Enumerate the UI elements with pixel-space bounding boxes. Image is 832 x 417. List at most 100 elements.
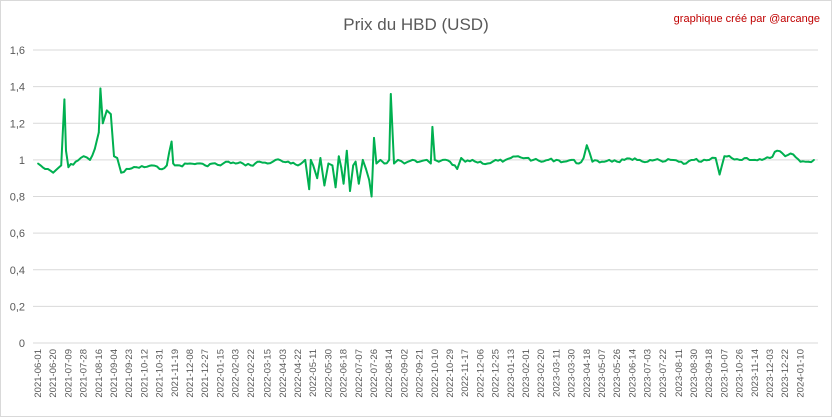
data-point <box>700 160 703 163</box>
data-point <box>337 155 340 158</box>
data-point <box>577 162 580 165</box>
data-point <box>319 157 322 159</box>
data-point <box>308 188 311 191</box>
data-point <box>345 149 348 152</box>
data-point <box>158 168 161 170</box>
x-tick-label: 2022-11-17 <box>460 349 471 397</box>
data-point <box>784 155 787 158</box>
data-point <box>585 144 588 147</box>
data-point <box>60 164 63 167</box>
data-point <box>204 164 207 167</box>
data-point <box>143 166 146 169</box>
x-tick-label: 2023-10-07 <box>719 349 730 398</box>
y-tick-label: 1 <box>19 155 25 167</box>
chart-credit: graphique créé par @arcange <box>674 13 820 25</box>
data-point <box>449 160 451 163</box>
data-point <box>234 162 237 165</box>
data-point <box>403 162 406 165</box>
x-tick-label: 2023-06-14 <box>627 349 638 398</box>
data-point <box>792 153 795 156</box>
data-point <box>708 158 711 161</box>
x-tick-label: 2021-07-09 <box>63 349 74 398</box>
x-tick-label: 2023-07-03 <box>643 349 654 398</box>
data-point <box>389 93 392 95</box>
data-point <box>388 158 391 161</box>
data-point <box>327 162 330 165</box>
x-tick-label: 2021-09-04 <box>109 349 120 398</box>
data-point <box>258 160 261 163</box>
data-point <box>172 162 175 165</box>
data-point <box>373 137 375 139</box>
data-point <box>342 182 345 185</box>
data-point <box>456 168 459 170</box>
data-point <box>460 157 463 159</box>
data-point <box>653 158 656 161</box>
x-tick-label: 2022-12-25 <box>491 349 502 398</box>
data-point <box>638 158 641 161</box>
data-point <box>361 158 364 161</box>
data-point <box>486 162 489 165</box>
x-tick-label: 2022-06-18 <box>339 349 350 398</box>
data-point <box>714 157 717 159</box>
data-point <box>411 158 414 161</box>
x-tick-label: 2022-02-03 <box>231 349 242 398</box>
x-tick-label: 2022-10-10 <box>430 349 441 398</box>
data-point <box>677 160 680 163</box>
data-point <box>562 160 565 163</box>
data-point <box>274 158 277 161</box>
data-point <box>357 182 360 185</box>
data-point <box>211 162 214 165</box>
data-point <box>219 164 222 167</box>
data-point <box>63 98 66 101</box>
y-tick-label: 0,6 <box>10 228 25 240</box>
y-tick-label: 0,2 <box>10 301 25 313</box>
data-point <box>375 162 378 165</box>
x-tick-label: 2023-12-22 <box>780 349 791 398</box>
x-tick-label: 2023-07-22 <box>658 349 669 398</box>
x-tick-label: 2021-12-27 <box>200 349 211 398</box>
data-point <box>718 173 721 176</box>
y-tick-label: 0,4 <box>10 265 25 277</box>
data-point <box>761 158 763 161</box>
x-tick-label: 2021-10-31 <box>155 349 166 398</box>
x-tick-label: 2023-05-26 <box>612 349 623 398</box>
data-point <box>105 109 108 112</box>
data-point <box>517 155 519 158</box>
data-point <box>693 158 695 161</box>
x-tick-label: 2021-10-12 <box>139 349 150 398</box>
x-tick-label: 2022-07-26 <box>369 349 380 398</box>
data-point <box>464 160 467 163</box>
data-point <box>582 157 585 159</box>
data-point <box>433 158 436 161</box>
y-tick-label: 0 <box>19 338 25 350</box>
data-point <box>769 157 771 159</box>
x-tick-label: 2022-03-15 <box>263 349 274 398</box>
data-point <box>52 171 55 174</box>
data-point <box>608 158 611 161</box>
data-point <box>170 140 173 143</box>
data-point <box>397 158 399 161</box>
x-tick-label: 2023-08-11 <box>674 349 685 397</box>
data-point <box>807 160 810 163</box>
data-point <box>109 113 112 115</box>
data-point <box>297 164 299 167</box>
x-tick-label: 2023-03-11 <box>551 349 562 397</box>
x-tick-label: 2022-01-15 <box>215 349 226 398</box>
x-tick-label: 2023-02-20 <box>536 349 547 398</box>
data-point <box>304 158 307 161</box>
data-point <box>555 158 558 161</box>
data-point <box>74 160 77 163</box>
data-point <box>441 158 444 161</box>
data-point <box>799 160 802 163</box>
x-tick-label: 2023-02-01 <box>521 349 532 398</box>
data-point <box>661 160 664 163</box>
x-tick-label: 2023-01-13 <box>506 349 517 398</box>
data-point <box>532 158 535 161</box>
x-tick-label: 2021-06-01 <box>33 349 44 398</box>
data-point <box>101 122 104 125</box>
data-point <box>189 162 191 165</box>
data-point <box>93 147 96 150</box>
data-point <box>471 158 474 161</box>
data-point <box>631 158 634 161</box>
